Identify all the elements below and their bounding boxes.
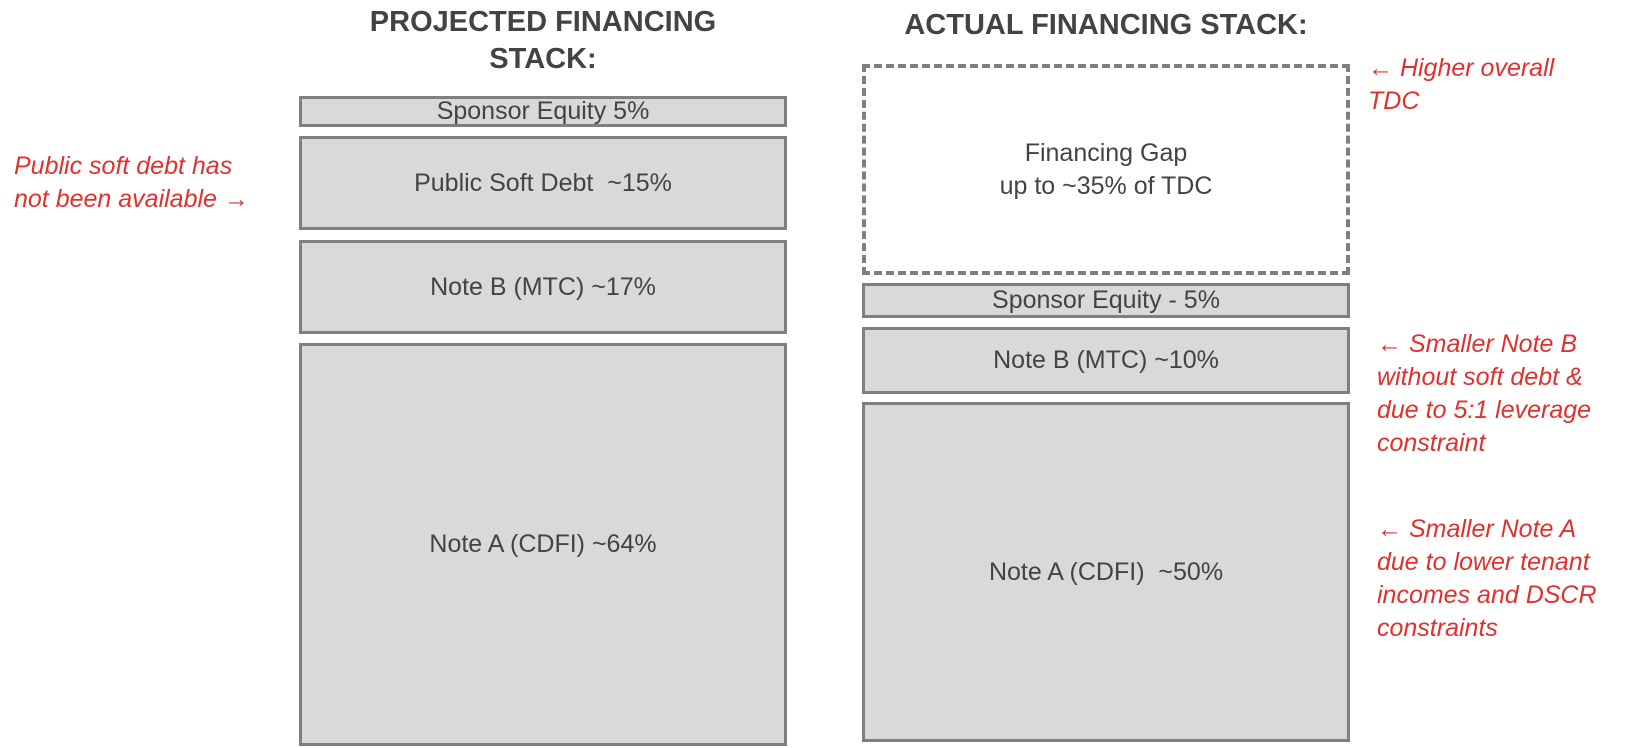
annotation-line: ← Smaller Note A — [1377, 515, 1577, 543]
stack-block: Note A (CDFI) ~50% — [862, 402, 1350, 742]
stack-block: Note B (MTC) ~10% — [862, 327, 1350, 394]
financing-gap: Financing Gap up to ~35% of TDC — [862, 64, 1350, 275]
stack-block: Public Soft Debt ~15% — [299, 136, 787, 230]
annotation: Public soft debt has not been available … — [14, 150, 249, 216]
stack-block: Note A (CDFI) ~64% — [299, 343, 787, 746]
annotation-line: Public soft debt has — [14, 152, 233, 180]
annotation-line: constraints — [1377, 614, 1498, 642]
annotation: ← Higher overall TDC — [1368, 52, 1554, 118]
annotation-line: constraint — [1377, 429, 1486, 457]
annotation-line: due to 5:1 leverage — [1377, 396, 1592, 424]
gap-text: Financing Gap — [1024, 138, 1188, 167]
annotation-line: TDC — [1368, 87, 1420, 115]
annotation-line: ← Smaller Note B — [1377, 330, 1578, 358]
annotation-line: not been available → — [14, 185, 249, 213]
gap-text: up to ~35% of TDC — [999, 171, 1213, 200]
annotation-line: ← Higher overall — [1368, 54, 1555, 82]
column-title: ACTUAL FINANCING STACK: — [904, 9, 1308, 41]
stack-block: Note B (MTC) ~17% — [299, 240, 787, 334]
annotation-line: incomes and DSCR — [1377, 581, 1597, 609]
annotation-line: due to lower tenant — [1377, 548, 1590, 576]
annotation: ← Smaller Note A due to lower tenant inc… — [1377, 513, 1597, 645]
stack-block: Sponsor Equity - 5% — [862, 283, 1350, 318]
column-title: PROJECTED FINANCING STACK: — [369, 6, 717, 75]
annotation: ← Smaller Note B without soft debt & due… — [1377, 328, 1591, 460]
stack-block: Sponsor Equity 5% — [299, 96, 787, 127]
annotation-line: without soft debt & — [1377, 363, 1583, 391]
